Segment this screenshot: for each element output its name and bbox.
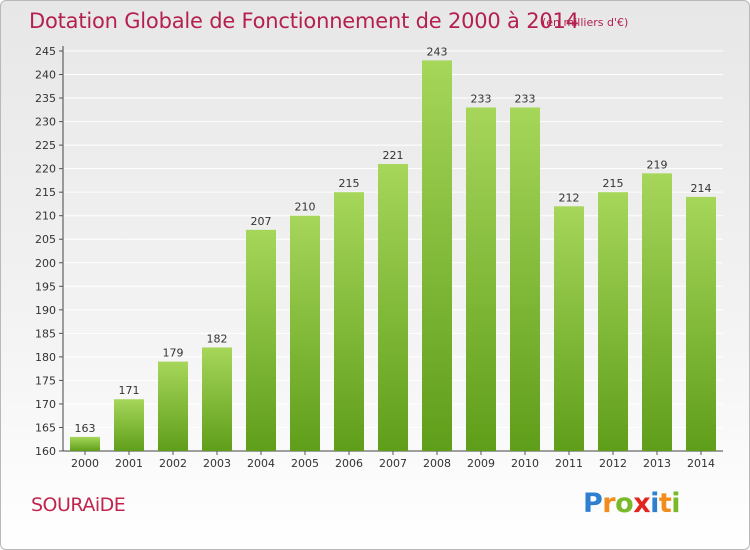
x-tick-label: 2004 (247, 457, 275, 470)
bar (598, 192, 628, 452)
y-tick-label: 210 (35, 210, 56, 223)
chart-subtitle: (en milliers d'€) (542, 16, 629, 29)
bar (686, 196, 716, 451)
data-label: 233 (515, 92, 536, 105)
data-label: 243 (427, 45, 448, 58)
x-tick-label: 2014 (687, 457, 715, 470)
y-tick-label: 180 (35, 351, 56, 364)
bar (510, 107, 540, 452)
y-tick-label: 190 (35, 304, 56, 317)
y-tick-label: 200 (35, 257, 56, 270)
data-label: 221 (383, 149, 404, 162)
x-tick-label: 2005 (291, 457, 319, 470)
bar (114, 399, 144, 451)
y-tick-label: 230 (35, 116, 56, 129)
y-tick-label: 195 (35, 280, 56, 293)
bar (422, 60, 452, 451)
data-label: 233 (471, 92, 492, 105)
y-tick-label: 225 (35, 139, 56, 152)
bar (202, 347, 232, 451)
y-tick-label: 240 (35, 69, 56, 82)
x-tick-label: 2007 (379, 457, 407, 470)
chart-title: Dotation Globale de Fonctionnement de 20… (29, 9, 579, 33)
x-tick-label: 2006 (335, 457, 363, 470)
bar (466, 107, 496, 452)
y-tick-label: 205 (35, 233, 56, 246)
data-label: 182 (207, 332, 228, 345)
x-tick-label: 2011 (555, 457, 583, 470)
bar (246, 229, 276, 451)
data-label: 214 (691, 182, 712, 195)
bar (334, 192, 364, 452)
data-label: 215 (339, 177, 360, 190)
y-tick-label: 220 (35, 163, 56, 176)
proxiti-logo: Proxiti (583, 488, 681, 519)
y-tick-label: 165 (35, 421, 56, 434)
y-tick-label: 160 (35, 445, 56, 458)
y-tick-label: 185 (35, 327, 56, 340)
bar (378, 163, 408, 452)
data-label: 212 (559, 191, 580, 204)
data-label: 171 (119, 384, 140, 397)
y-tick-label: 235 (35, 92, 56, 105)
x-tick-label: 2003 (203, 457, 231, 470)
data-label: 219 (647, 158, 668, 171)
x-tick-label: 2010 (511, 457, 539, 470)
bar (642, 173, 672, 451)
x-tick-label: 2001 (115, 457, 143, 470)
data-label: 179 (163, 347, 184, 360)
data-label: 210 (295, 201, 316, 214)
bar (554, 206, 584, 451)
y-tick-label: 245 (35, 45, 56, 58)
data-label: 163 (75, 422, 96, 435)
y-tick-label: 175 (35, 374, 56, 387)
y-tick-label: 170 (35, 398, 56, 411)
y-tick-label: 215 (35, 186, 56, 199)
x-tick-label: 2012 (599, 457, 627, 470)
x-tick-label: 2009 (467, 457, 495, 470)
bar (290, 215, 320, 451)
x-tick-label: 2002 (159, 457, 187, 470)
data-label: 207 (251, 215, 272, 228)
commune-name: SOURAiDE (31, 494, 126, 516)
bar (158, 361, 188, 451)
bar (70, 436, 100, 451)
x-tick-label: 2000 (71, 457, 99, 470)
x-tick-label: 2013 (643, 457, 671, 470)
x-tick-label: 2008 (423, 457, 451, 470)
data-label: 215 (603, 177, 624, 190)
